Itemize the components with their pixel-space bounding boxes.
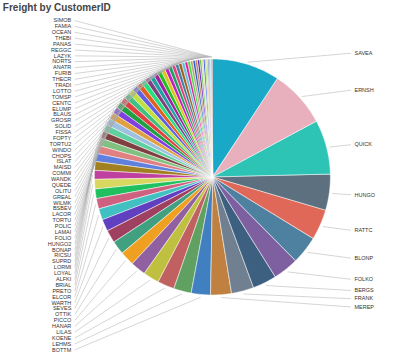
svg-text:WILMK: WILMK [53,200,71,206]
svg-text:WARTH: WARTH [51,300,71,306]
svg-text:ISLAT: ISLAT [56,158,72,164]
svg-text:SIMOB: SIMOB [54,17,72,23]
svg-text:PRETO: PRETO [52,288,72,294]
svg-text:PANAS: PANAS [53,41,72,47]
svg-text:LACOR: LACOR [52,211,71,217]
svg-text:TORTU: TORTU [53,217,72,223]
svg-text:LOTTO: LOTTO [53,88,72,94]
svg-text:RICSU: RICSU [54,252,71,258]
svg-text:COMMI: COMMI [52,170,71,176]
svg-text:CENTC: CENTC [52,100,71,106]
svg-text:Freight by CustomerID: Freight by CustomerID [3,2,111,13]
svg-text:GREAL: GREAL [53,194,72,200]
svg-text:LILAS: LILAS [56,329,71,335]
svg-text:OCEAN: OCEAN [52,29,72,35]
svg-text:FOLIO: FOLIO [55,235,72,241]
svg-text:THEBI: THEBI [55,35,72,41]
svg-text:KOENE: KOENE [52,335,72,341]
svg-text:TRADI: TRADI [55,82,72,88]
svg-text:WANDK: WANDK [51,176,72,182]
svg-text:MAISD: MAISD [54,164,71,170]
svg-text:FISSA: FISSA [55,129,71,135]
svg-text:BLONP: BLONP [354,255,373,261]
svg-text:ELCOR: ELCOR [52,294,71,300]
svg-text:SEVES: SEVES [53,305,72,311]
svg-text:ANATR: ANATR [53,64,71,70]
svg-text:OLITU: OLITU [55,188,71,194]
svg-text:HUNGO: HUNGO [354,192,375,198]
svg-text:OTTIK: OTTIK [55,311,72,317]
svg-text:ALFKI: ALFKI [56,276,72,282]
svg-text:THECR: THECR [52,76,71,82]
svg-text:RATTC: RATTC [354,227,372,233]
svg-text:TOMSP: TOMSP [52,94,72,100]
svg-text:QUEDE: QUEDE [52,182,72,188]
svg-text:WINDO: WINDO [52,147,72,153]
svg-text:BRIAL: BRIAL [55,282,71,288]
svg-text:CHOPS: CHOPS [52,153,72,159]
svg-text:REGGC: REGGC [51,47,71,53]
svg-text:POLIC: POLIC [55,223,72,229]
svg-text:BERGS: BERGS [354,287,374,293]
svg-text:FAMIA: FAMIA [55,23,72,29]
svg-text:BLAUS: BLAUS [53,111,71,117]
svg-text:HUNGO2: HUNGO2 [48,241,72,247]
svg-text:QUICK: QUICK [354,141,372,147]
svg-text:GROSR: GROSR [51,117,71,123]
svg-text:MEREP: MEREP [354,304,374,310]
svg-text:TORTU2: TORTU2 [49,141,71,147]
svg-text:BSBEV: BSBEV [53,205,72,211]
svg-text:FOPTY: FOPTY [53,135,72,141]
svg-text:LAZYK: LAZYK [54,53,72,59]
svg-text:NORTS: NORTS [52,58,71,64]
svg-text:LORMI: LORMI [54,264,72,270]
svg-text:FURIB: FURIB [55,70,72,76]
svg-text:FOLKO: FOLKO [354,276,373,282]
svg-text:BONAP: BONAP [52,247,72,253]
svg-text:HANAR: HANAR [52,323,71,329]
svg-text:ERNSH: ERNSH [354,87,373,93]
svg-text:FRANK: FRANK [354,295,373,301]
svg-text:LOYAL: LOYAL [54,270,71,276]
svg-text:BOTTM: BOTTM [52,347,72,353]
svg-text:SAVEA: SAVEA [354,50,372,56]
svg-text:PICCO: PICCO [54,317,72,323]
svg-text:SUPRD: SUPRD [52,258,71,264]
svg-text:LAMAI: LAMAI [55,229,72,235]
svg-text:ELUMP: ELUMP [52,106,71,112]
svg-text:LEHMS: LEHMS [52,341,71,347]
svg-text:SOLID: SOLID [55,123,72,129]
